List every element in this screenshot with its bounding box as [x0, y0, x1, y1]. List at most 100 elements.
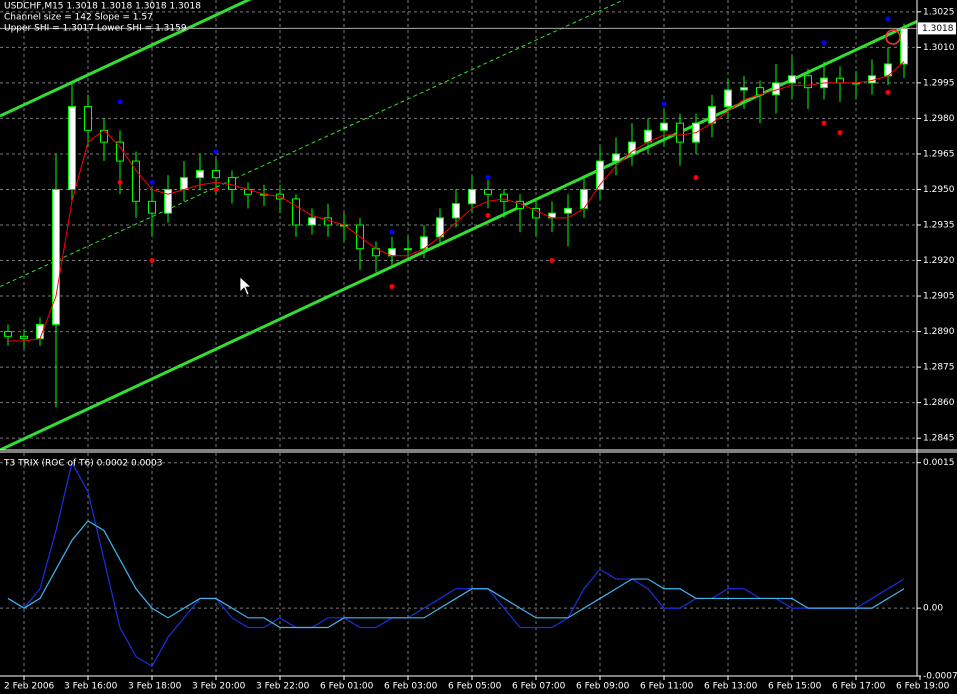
x-tick-label: 6 Feb 03:00 — [384, 682, 438, 692]
fractal-dot — [837, 130, 843, 136]
candle-body — [4, 331, 12, 337]
fractal-dot — [885, 89, 891, 95]
fractal-dot — [549, 258, 555, 264]
fractal-dot — [661, 101, 667, 107]
fractal-dot — [149, 258, 155, 264]
candle-body — [900, 27, 908, 65]
chart-title: USDCHF,M15 1.3018 1.3018 1.3018 1.3018 — [4, 2, 201, 12]
candle-body — [836, 77, 844, 84]
y-tick-label: 1.2995 — [923, 78, 955, 88]
moving-average — [8, 61, 905, 342]
x-tick-label: 3 Feb 20:00 — [192, 682, 246, 692]
fractal-dot — [389, 284, 395, 290]
fractal-dot — [213, 149, 219, 155]
candle-body — [308, 217, 316, 226]
x-tick-label: 6 Feb 17:00 — [832, 682, 886, 692]
channel-line — [0, 0, 625, 288]
fractal-dot — [213, 186, 219, 192]
candle-body — [740, 87, 748, 91]
candle-body — [404, 248, 412, 251]
x-tick-label: 6 Feb 11:00 — [640, 682, 694, 692]
x-tick-label: 6 Feb 01:00 — [320, 682, 374, 692]
y-tick-label: 0.0015 — [923, 458, 955, 468]
fractal-dot — [821, 120, 827, 126]
y-tick-label: 1.2965 — [923, 149, 955, 159]
indicator-line — [7, 461, 905, 668]
y-tick-label: 1.2905 — [923, 292, 955, 302]
fractal-dot — [485, 175, 491, 181]
candle-body — [596, 160, 604, 190]
x-tick-label: 2 Feb 2006 — [4, 682, 55, 692]
fractal-dot — [693, 175, 699, 181]
candle-body — [788, 75, 796, 84]
candle-body — [180, 177, 188, 190]
candle-body — [52, 188, 60, 325]
indicator-title: T3 TRIX (ROC of T6) 0.0002 0.0003 — [3, 459, 162, 469]
candle-body — [68, 106, 76, 190]
last-price-box — [918, 22, 956, 35]
candle-body — [228, 177, 236, 190]
x-tick-label: 6 Feb 09:00 — [576, 682, 630, 692]
x-tick-label: 3 Feb 16:00 — [64, 682, 118, 692]
x-tick-label: 3 Feb 22:00 — [256, 682, 310, 692]
last-price-label: 1.3018 — [922, 24, 954, 34]
candle-body — [644, 129, 652, 143]
fractal-dot — [117, 99, 123, 105]
candle-body — [532, 207, 540, 219]
highlight-circle — [885, 29, 901, 45]
candle-body — [804, 75, 812, 89]
candle-body — [132, 160, 140, 202]
y-tick-label: 1.2980 — [923, 114, 955, 124]
candle-body — [164, 188, 172, 214]
fractal-dot — [485, 213, 491, 219]
y-tick-label: 1.2920 — [923, 256, 955, 266]
candle-body — [628, 141, 636, 155]
candle-body — [84, 106, 92, 131]
candle-body — [468, 188, 476, 205]
candle-body — [564, 207, 572, 214]
candle-body — [20, 335, 28, 340]
x-tick-label: 6 Feb 05:00 — [448, 682, 502, 692]
candle-body — [452, 203, 460, 219]
candle-body — [660, 122, 668, 131]
candle-body — [612, 153, 620, 162]
indicator-panel — [0, 453, 917, 676]
candle-body — [724, 89, 732, 108]
y-tick-label: -0.0007 — [923, 672, 957, 682]
y-tick-label: 1.2875 — [923, 363, 955, 373]
y-tick-label: 0.00 — [923, 604, 943, 614]
channel-line — [0, 19, 917, 450]
indicator-line — [7, 520, 905, 629]
y-tick-label: 1.3010 — [923, 43, 955, 53]
candle-body — [484, 188, 492, 195]
y-tick-label: 1.2890 — [923, 327, 955, 337]
y-tick-label: 1.2845 — [923, 434, 955, 444]
mouse-cursor — [239, 276, 253, 296]
candle-body — [212, 170, 220, 179]
candle-body — [500, 193, 508, 202]
price-panel — [0, 0, 917, 450]
channel-line — [0, 0, 252, 118]
x-tick-label: 6 Feb 07:00 — [512, 682, 566, 692]
annotation: Channel size = 142 Slope = 1.57 — [4, 13, 153, 23]
candle-body — [148, 200, 156, 214]
fractal-dot — [389, 229, 395, 235]
y-tick-label: 1.3025 — [923, 7, 955, 17]
y-tick-label: 1.2860 — [923, 398, 955, 408]
fractal-dot — [821, 40, 827, 46]
y-tick-label: 1.2935 — [923, 221, 955, 231]
x-tick-label: 6 Feb 19:00 — [896, 682, 950, 692]
y-tick-label: 1.2950 — [923, 185, 955, 195]
fractal-dot — [149, 179, 155, 185]
fractal-dot — [117, 179, 123, 185]
x-tick-label: 6 Feb 15:00 — [768, 682, 822, 692]
candle-body — [292, 198, 300, 226]
candle-body — [708, 106, 716, 124]
fractal-dot — [885, 16, 891, 22]
candle-body — [676, 122, 684, 143]
annotation: Upper SHI = 1.3017 Lower SHI = 1.3159 — [4, 24, 187, 34]
